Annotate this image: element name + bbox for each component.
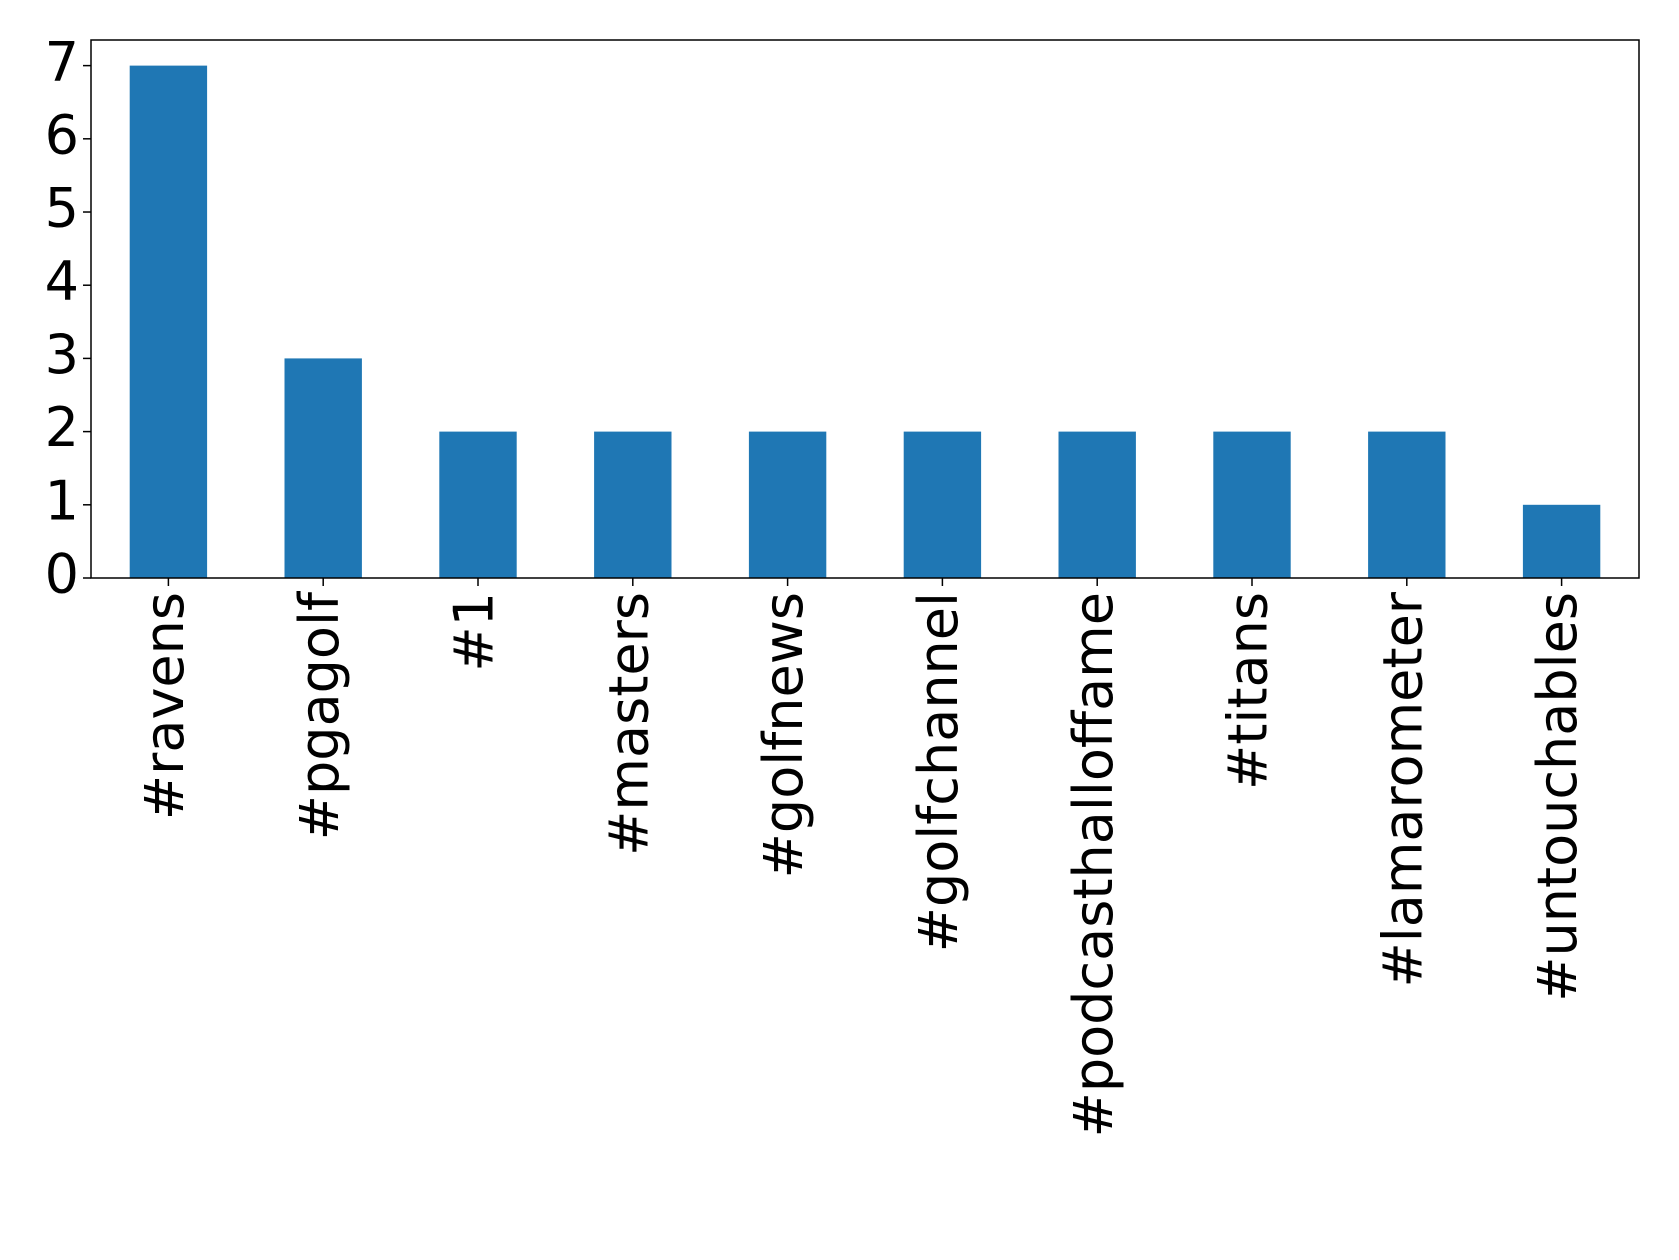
y-tick-label: 7 [45,30,79,93]
y-tick-label: 6 [45,103,79,166]
x-tick-label: #masters [597,592,660,856]
x-tick-label: #lamarometer [1371,591,1434,987]
y-tick-label: 4 [45,250,79,313]
bar [748,431,827,578]
bar [284,358,362,578]
x-tick-label: #podcasthalloffame [1062,592,1125,1137]
x-tick-label: #ravens [133,592,196,820]
bar [1368,431,1446,578]
y-tick-label: 5 [45,177,79,240]
y-tick-label: 2 [45,396,79,459]
y-tick-label: 0 [45,543,79,606]
y-tick-label: 1 [45,469,79,532]
x-tick-label: #titans [1217,592,1280,790]
x-tick-label: #golfnews [752,592,815,878]
x-tick-label: #1 [443,592,506,672]
x-tick-label: #pgagolf [288,590,351,840]
bar [1058,431,1136,578]
bar [1522,504,1601,578]
bar [1213,431,1291,578]
plot-frame [90,39,1640,579]
x-tick-label: #golfchannel [907,592,970,952]
bar [903,431,982,578]
y-tick-label: 3 [45,323,79,386]
x-tick-label: #untouchables [1526,592,1589,1002]
bar [439,431,517,578]
bar [594,431,672,578]
bar [129,65,208,579]
